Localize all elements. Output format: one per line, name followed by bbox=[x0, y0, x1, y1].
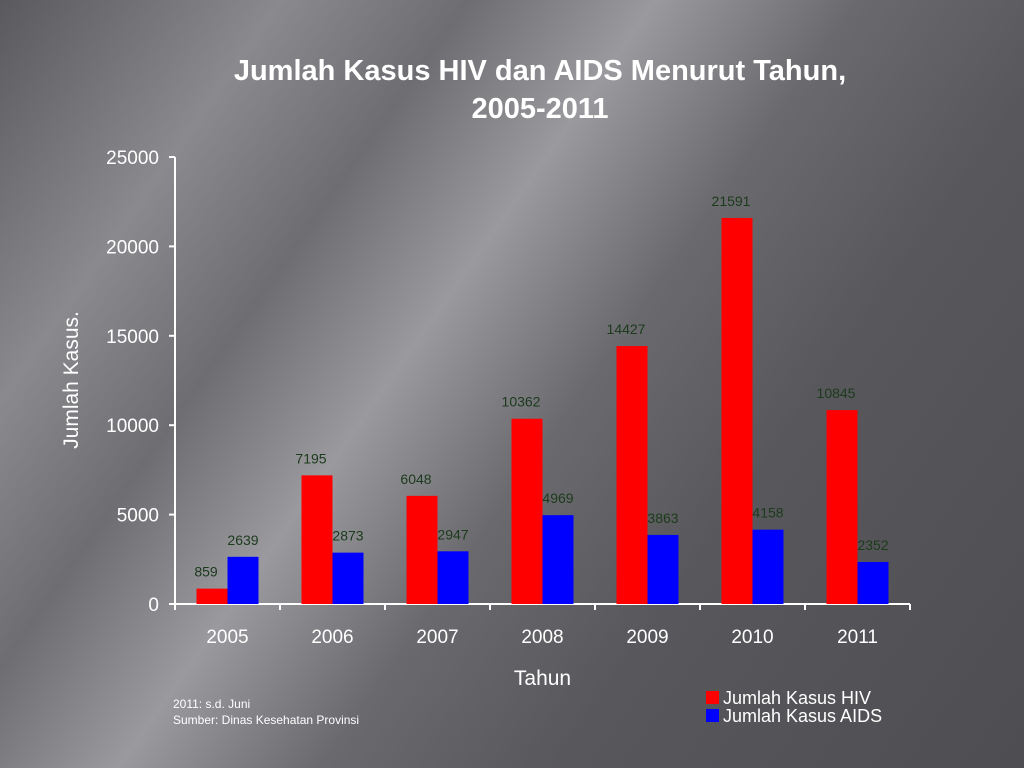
x-tick-label: 2005 bbox=[206, 627, 248, 648]
y-tick-label: 10000 bbox=[106, 416, 159, 437]
footnote-source: Sumber: Dinas Kesehatan Provinsi bbox=[173, 713, 360, 727]
data-label: 2352 bbox=[857, 537, 888, 553]
bar-hiv bbox=[511, 418, 543, 604]
x-tick-label: 2007 bbox=[416, 627, 458, 648]
footnote-period: 2011: s.d. Juni bbox=[173, 697, 251, 711]
x-tick-label: 2010 bbox=[731, 627, 773, 648]
y-tick-label: 5000 bbox=[117, 506, 159, 527]
bar-hiv bbox=[196, 588, 228, 604]
y-tick-label: 25000 bbox=[106, 148, 159, 169]
bar-hiv bbox=[406, 495, 438, 604]
bar-aids bbox=[752, 529, 784, 604]
legend-label: Jumlah Kasus HIV bbox=[723, 688, 871, 708]
data-label: 7195 bbox=[295, 450, 326, 466]
data-label: 859 bbox=[194, 564, 218, 580]
data-label: 21591 bbox=[712, 193, 751, 209]
x-tick-label: 2011 bbox=[837, 627, 878, 648]
bar-hiv bbox=[826, 410, 858, 604]
bar-aids bbox=[437, 551, 469, 604]
chart-title: Jumlah Kasus HIV dan AIDS Menurut Tahun,… bbox=[150, 52, 930, 128]
legend-swatch bbox=[706, 691, 719, 704]
y-tick-label: 0 bbox=[148, 595, 159, 616]
x-tick-label: 2009 bbox=[626, 627, 668, 648]
bar-aids bbox=[857, 561, 889, 604]
data-label: 2873 bbox=[332, 528, 363, 544]
data-label: 14427 bbox=[607, 321, 646, 337]
data-label: 10845 bbox=[817, 385, 856, 401]
data-label: 3863 bbox=[647, 510, 678, 526]
bar-aids bbox=[647, 534, 679, 604]
bar-aids bbox=[227, 556, 259, 604]
y-axis-title: Jumlah Kasus. bbox=[60, 311, 83, 449]
bar-hiv bbox=[301, 475, 333, 604]
data-label: 2639 bbox=[227, 532, 258, 548]
y-tick-label: 20000 bbox=[106, 237, 159, 258]
data-label: 6048 bbox=[400, 471, 431, 487]
x-tick-label: 2006 bbox=[311, 627, 353, 648]
chart-title-line-2: 2005-2011 bbox=[471, 93, 609, 125]
data-label: 2947 bbox=[437, 526, 468, 542]
bar-hiv bbox=[721, 217, 753, 604]
bar-aids bbox=[542, 515, 574, 604]
legend-swatch bbox=[706, 709, 719, 722]
chart-title-line-1: Jumlah Kasus HIV dan AIDS Menurut Tahun, bbox=[233, 55, 847, 87]
y-tick-label: 15000 bbox=[106, 327, 159, 348]
legend-label: Jumlah Kasus AIDS bbox=[723, 706, 882, 726]
data-label: 4158 bbox=[752, 505, 783, 521]
x-tick-label: 2008 bbox=[521, 627, 563, 648]
x-axis-title: Tahun bbox=[514, 667, 571, 690]
bar-aids bbox=[332, 552, 364, 604]
data-label: 10362 bbox=[502, 394, 541, 410]
data-label: 4969 bbox=[542, 490, 573, 506]
bar-hiv bbox=[616, 346, 648, 604]
